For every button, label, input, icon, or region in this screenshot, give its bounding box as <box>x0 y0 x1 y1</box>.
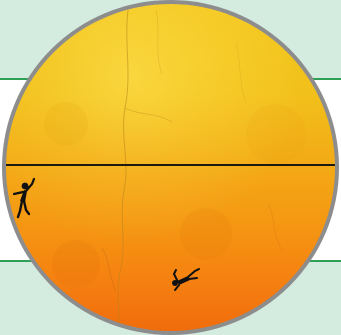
hanging-figure-icon <box>8 174 38 220</box>
falling-figure-icon <box>168 266 202 292</box>
horizon-line <box>6 164 335 166</box>
